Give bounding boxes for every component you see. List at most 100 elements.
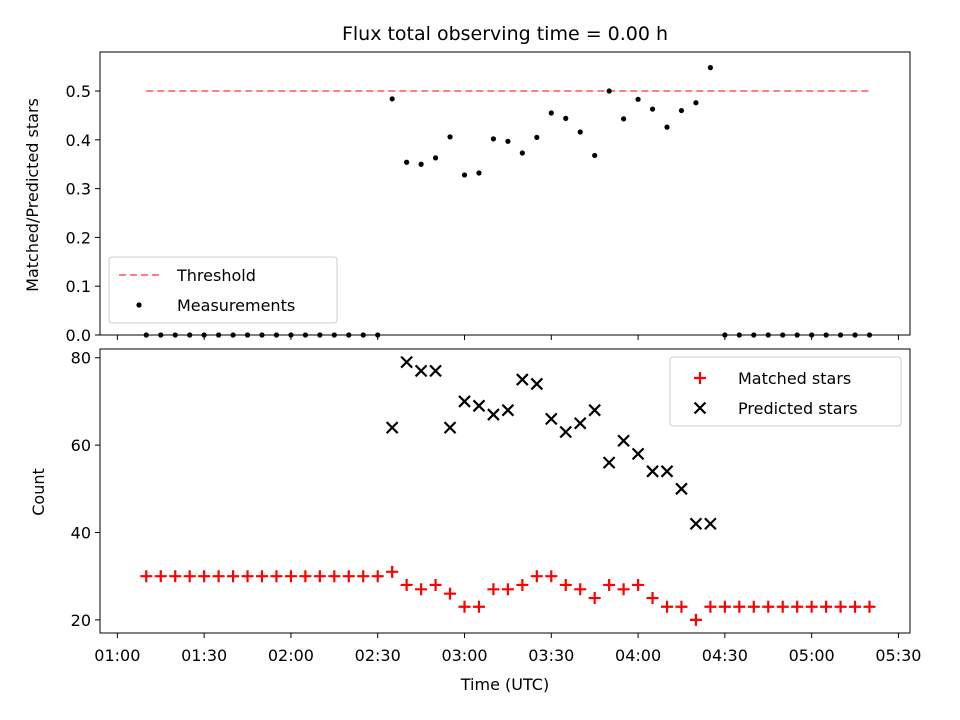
matched-star-point (820, 600, 833, 613)
y-tick-label: 40 (71, 524, 91, 543)
bottom-legend: Matched stars Predicted stars (669, 356, 902, 427)
x-tick-label: 04:00 (615, 646, 661, 665)
measurement-point (548, 110, 554, 116)
matched-star-point (588, 592, 601, 605)
matched-star-point (603, 578, 616, 591)
matched-star-point (328, 570, 341, 583)
measurement-point (447, 134, 453, 140)
measurement-point (432, 155, 439, 161)
matched-star-point (632, 578, 645, 591)
measurement-point (693, 100, 699, 106)
y-tick-label: 0.4 (66, 131, 91, 150)
measurement-point (505, 138, 511, 144)
x-tick-label: 02:30 (355, 646, 401, 665)
legend-predicted-label: Predicted stars (738, 399, 858, 418)
legend-matched-label: Matched stars (738, 369, 851, 388)
predicted-star-point (646, 465, 659, 478)
matched-star-point (227, 570, 240, 583)
matched-star-point (357, 570, 370, 583)
matched-star-point (718, 600, 731, 613)
predicted-star-point (501, 403, 515, 417)
y-tick-label: 60 (71, 436, 91, 455)
chart-title: Flux total observing time = 0.00 h (342, 23, 668, 45)
matched-star-point (574, 583, 587, 596)
measurement-point (621, 116, 627, 122)
measurement-point (664, 124, 670, 130)
matched-star-point (183, 570, 196, 583)
predicted-star-point (530, 377, 544, 391)
matched-star-point (429, 578, 442, 591)
legend-matched-swatch (694, 372, 706, 384)
matched-star-point (198, 570, 211, 583)
matched-star-point (646, 592, 659, 605)
legend-measurements-label: Measurements (177, 296, 295, 315)
predicted-star-point (631, 447, 645, 461)
matched-star-point (284, 570, 297, 583)
predicted-star-point (573, 416, 587, 430)
predicted-star-point (559, 425, 573, 439)
y-tick-label: 0.2 (66, 228, 91, 247)
top-panel: 0.0 0.1 0.2 0.3 0.4 0.5 Threshold Measurements (66, 51, 911, 345)
predicted-star-point (472, 399, 486, 413)
matched-star-point (733, 600, 746, 613)
measurement-point (476, 170, 482, 176)
matched-star-point (400, 578, 413, 591)
x-tick-label: 05:00 (789, 646, 835, 665)
measurement-point (592, 152, 598, 159)
measurement-point (563, 115, 569, 121)
y-tick-label: 0.1 (66, 277, 91, 296)
measurement-point (461, 172, 468, 178)
matched-star-point (386, 565, 399, 578)
measurement-point (649, 106, 656, 112)
bottom-y-axis-label: Count (29, 468, 48, 516)
measurement-point (606, 88, 612, 94)
predicted-star-point (689, 517, 703, 531)
matched-star-point (863, 600, 876, 613)
matched-star-point (762, 600, 775, 613)
measurement-point (389, 96, 395, 102)
measurement-point (635, 96, 641, 102)
matched-star-point (675, 600, 688, 613)
top-y-axis-label: Matched/Predicted stars (23, 98, 42, 292)
matched-star-point (704, 600, 717, 613)
top-legend: Threshold Measurements (108, 256, 338, 324)
predicted-star-point (675, 482, 688, 496)
matched-star-point (270, 570, 283, 583)
matched-star-point (834, 600, 847, 613)
predicted-star-point (400, 355, 413, 369)
measurement-point (534, 134, 540, 140)
measurement-point (418, 161, 424, 167)
y-tick-label: 0.5 (66, 82, 91, 101)
bottom-panel: 20 40 60 80 01:00 01:30 02:00 02:30 03:00 03:30 04… (71, 348, 921, 665)
top-plot-frame (99, 51, 911, 336)
matched-star-point (415, 583, 428, 596)
matched-star-point (617, 583, 630, 596)
top-legend-box (108, 256, 338, 324)
matched-star-point (342, 570, 355, 583)
bottom-legend-box (669, 356, 902, 427)
matched-star-point (313, 570, 326, 583)
matched-star-point (472, 600, 485, 613)
matched-star-point (154, 570, 167, 583)
matched-star-point (849, 600, 862, 613)
matched-star-point (299, 570, 312, 583)
legend-measurements-swatch (136, 302, 142, 308)
predicted-star-point (660, 465, 674, 478)
matched-star-point (169, 570, 182, 583)
y-tick-label: 0.0 (66, 326, 91, 345)
matched-star-point (140, 570, 153, 583)
y-tick-label: 80 (71, 349, 91, 368)
matched-star-point (371, 570, 384, 583)
measurement-point (519, 150, 525, 156)
predicted-star-point (414, 364, 428, 378)
predicted-star-point (429, 364, 442, 378)
predicted-star-point (487, 408, 500, 421)
matched-star-point (689, 613, 702, 626)
predicted-star-point (516, 373, 529, 386)
predicted-star-point (385, 421, 399, 434)
legend-predicted-swatch (693, 401, 707, 415)
predicted-star-point (443, 421, 457, 434)
matched-star-point (241, 570, 254, 583)
matched-star-point (805, 600, 818, 613)
